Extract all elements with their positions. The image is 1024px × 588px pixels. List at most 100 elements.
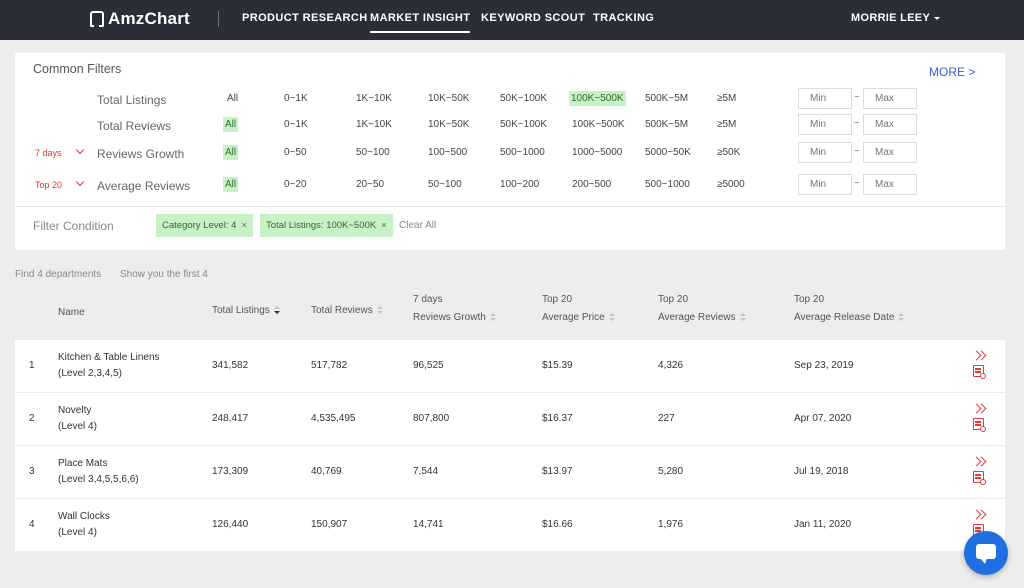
table-row[interactable]: 3 Place Mats (Level 3,4,5,5,6,6) 173,309… [15,446,1005,499]
chevron-double-right-icon[interactable] [973,350,987,363]
filter-option[interactable]: 0~1K [284,119,308,130]
filter-option[interactable]: 50K~100K [500,119,547,130]
condition-tag-label: Total Listings: 100K~500K [266,220,377,231]
filter-option-selected[interactable]: All [223,145,239,160]
sort-icon[interactable] [376,305,383,315]
release-date-value: Apr 07, 2020 [794,413,852,424]
nav-product-research[interactable]: PRODUCT RESEARCH [242,12,368,24]
col-header-reviews-growth[interactable]: 7 days Reviews Growth [413,291,496,327]
filter-option[interactable]: 10K~50K [428,93,470,104]
department-name-cell[interactable]: Novelty (Level 4) [58,403,97,435]
filter-option[interactable]: 50~100 [356,147,390,158]
filter-option[interactable]: ≥5M [717,93,737,104]
filter-option[interactable]: 50K~100K [500,93,547,104]
chat-button[interactable] [964,531,1008,575]
sort-icon[interactable] [739,312,746,322]
clear-all-button[interactable]: Clear All [399,220,437,231]
department-name-cell[interactable]: Kitchen & Table Linens (Level 2,3,4,5) [58,350,160,382]
filter-option[interactable]: 50~100 [428,179,462,190]
filter-option[interactable]: 500~1000 [500,147,545,158]
average-reviews-value: 227 [658,413,675,424]
release-date-value: Jul 19, 2018 [794,466,849,477]
filter-option[interactable]: 500~1000 [645,179,690,190]
filter-option[interactable]: 1K~10K [356,119,392,130]
filter-option[interactable]: ≥50K [717,147,741,158]
average-price-value: $16.37 [542,413,573,424]
chevron-double-right-icon[interactable] [973,509,987,522]
app-logo[interactable]: AmzChart [90,9,190,29]
nav-tracking[interactable]: TRACKING [593,12,655,24]
sort-icon[interactable] [489,312,496,322]
nav-market-insight[interactable]: MARKET INSIGHT [370,12,471,33]
total-listings-value: 126,440 [212,519,249,530]
total-listings-value: 341,582 [212,360,249,371]
results-count: Find 4 departments [15,269,102,280]
sort-icon[interactable] [608,312,615,322]
col-header-label: Average Release Date [794,312,895,323]
table-row[interactable]: 4 Wall Clocks (Level 4) 126,440 150,907 … [15,499,1005,552]
filter-option[interactable]: 5000~50K [645,147,691,158]
more-filters-link[interactable]: MORE > [929,65,976,79]
report-icon[interactable] [973,365,986,379]
col-header-total-reviews[interactable]: Total Reviews [311,302,383,320]
close-icon[interactable]: × [381,220,387,231]
filter-option[interactable]: ≥5000 [717,179,745,190]
filter-option[interactable]: 10K~50K [428,119,470,130]
row-index: 3 [29,466,35,477]
row-actions [973,456,987,485]
table-row[interactable]: 1 Kitchen & Table Linens (Level 2,3,4,5)… [15,340,1005,393]
filters-title: Common Filters [33,62,122,76]
department-level: (Level 3,4,5,5,6,6) [58,474,139,485]
col-header-average-release-date[interactable]: Top 20 Average Release Date [794,291,905,327]
department-name[interactable]: Kitchen & Table Linens [58,352,160,363]
filter-option[interactable]: 500K~5M [645,93,689,104]
department-name[interactable]: Wall Clocks [58,511,110,522]
chevron-down-icon[interactable] [75,145,85,155]
user-menu[interactable]: MORRIE LEEY [851,12,941,24]
report-icon[interactable] [973,471,986,485]
nav-keyword-scout[interactable]: KEYWORD SCOUT [481,12,586,24]
filter-option-selected[interactable]: All [223,177,239,192]
col-header-total-listings[interactable]: Total Listings [212,302,280,320]
min-input[interactable] [798,88,852,109]
filter-option[interactable]: ≥5M [717,119,737,130]
filter-option[interactable]: 0~50 [284,147,307,158]
min-input[interactable] [798,174,852,195]
period-selector[interactable]: 7 days [35,148,62,158]
filter-option[interactable]: 20~50 [356,179,385,190]
filter-option[interactable]: All [227,93,239,104]
department-name-cell[interactable]: Place Mats (Level 3,4,5,5,6,6) [58,456,139,488]
filter-option[interactable]: 1K~10K [356,93,392,104]
report-icon[interactable] [973,418,986,432]
close-icon[interactable]: × [241,220,248,231]
filter-option[interactable]: 1000~5000 [572,147,623,158]
col-header-average-price[interactable]: Top 20 Average Price [542,291,615,327]
chevron-double-right-icon[interactable] [973,456,987,469]
min-input[interactable] [798,142,852,163]
max-input[interactable] [863,88,917,109]
filter-option-selected[interactable]: 100K~500K [569,91,626,106]
max-input[interactable] [863,142,917,163]
filter-option[interactable]: 500K~5M [645,119,689,130]
col-header-average-reviews[interactable]: Top 20 Average Reviews [658,291,746,327]
department-name-cell[interactable]: Wall Clocks (Level 4) [58,509,110,541]
max-input[interactable] [863,174,917,195]
filter-option[interactable]: 0~20 [284,179,307,190]
min-input[interactable] [798,114,852,135]
filter-option[interactable]: 200~500 [572,179,612,190]
sort-icon[interactable] [898,312,905,322]
top-n-selector[interactable]: Top 20 [35,180,63,190]
filter-option[interactable]: 100K~500K [572,119,625,130]
table-row[interactable]: 2 Novelty (Level 4) 248,417 4,535,495 80… [15,393,1005,446]
chevron-double-right-icon[interactable] [973,403,987,416]
department-name[interactable]: Place Mats [58,458,108,469]
filter-option-selected[interactable]: All [223,117,239,132]
filter-option[interactable]: 0~1K [284,93,308,104]
max-input[interactable] [863,114,917,135]
filter-option[interactable]: 100~200 [500,179,540,190]
filter-option[interactable]: 100~500 [428,147,468,158]
chevron-down-icon[interactable] [75,177,85,187]
department-name[interactable]: Novelty [58,405,92,416]
sort-icon[interactable] [273,305,280,315]
condition-tag: Category Level: 4 × [156,214,254,237]
